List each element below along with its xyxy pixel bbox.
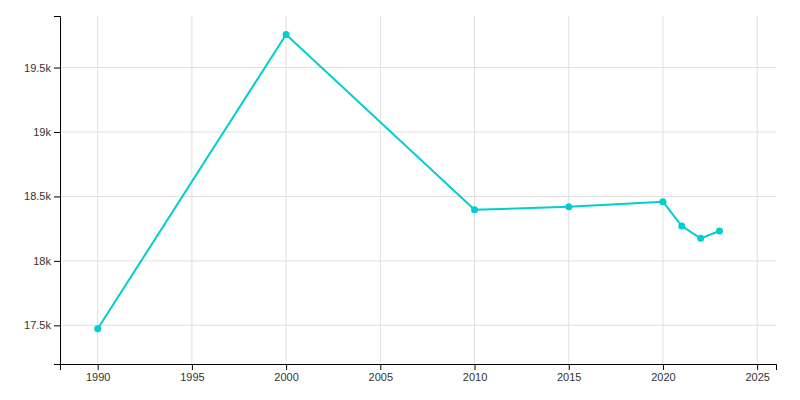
x-tick-mark xyxy=(663,364,664,370)
line xyxy=(98,34,720,328)
x-tick-label: 2015 xyxy=(557,371,581,383)
point xyxy=(697,235,704,242)
y-tick: 17.5k xyxy=(24,319,60,331)
grid-line xyxy=(60,132,776,133)
grid-line xyxy=(60,67,776,68)
grid-line xyxy=(380,16,381,364)
grid-line xyxy=(191,16,192,364)
grid-line xyxy=(474,16,475,364)
x-tick: 1990 xyxy=(86,364,110,383)
point xyxy=(716,227,723,234)
data-marks xyxy=(94,31,723,332)
y-tick-mark xyxy=(54,132,60,133)
x-tick: 2015 xyxy=(557,364,581,383)
x-tick-mark xyxy=(286,364,287,370)
point xyxy=(565,203,572,210)
x-tick-label: 2005 xyxy=(369,371,393,383)
x-tick: 2020 xyxy=(651,364,675,383)
x-tick-label: 2000 xyxy=(274,371,298,383)
grid-line xyxy=(60,325,776,326)
y-tick-mark xyxy=(54,261,60,262)
x-axis: 1990 1995 2000 2005 2010 2015 2020 2025 xyxy=(61,364,777,383)
grid-line xyxy=(60,260,776,261)
point xyxy=(283,31,290,38)
point xyxy=(659,198,666,205)
x-tick-label: 1995 xyxy=(180,371,204,383)
x-tick: 2025 xyxy=(745,364,769,383)
x-tick-mark xyxy=(98,364,99,370)
y-tick-mark xyxy=(54,196,60,197)
y-axis: 17.5k 18k 18.5k 19k 19.5k xyxy=(24,17,60,365)
y-tick-label: 17.5k xyxy=(24,319,51,331)
y-tick-mark xyxy=(54,325,60,326)
x-tick: 2010 xyxy=(463,364,487,383)
grid-line xyxy=(97,16,98,364)
x-tick-label: 2025 xyxy=(745,371,769,383)
grid-line xyxy=(60,196,776,197)
chart-svg: 1990 1995 2000 2005 2010 2015 2020 2025 17.5k 18k… xyxy=(0,0,800,400)
x-axis-line xyxy=(61,365,777,371)
x-tick-mark xyxy=(380,364,381,370)
x-tick-mark xyxy=(569,364,570,370)
grid-line xyxy=(662,16,663,364)
x-tick-label: 2010 xyxy=(463,371,487,383)
y-tick: 18k xyxy=(33,255,60,267)
y-tick: 18.5k xyxy=(24,190,60,202)
grid-line xyxy=(286,16,287,364)
x-tick-label: 2020 xyxy=(651,371,675,383)
y-tick: 19.5k xyxy=(24,62,60,74)
point xyxy=(471,206,478,213)
y-axis-line xyxy=(54,17,61,365)
y-tick-label: 18k xyxy=(33,255,51,267)
x-tick: 1995 xyxy=(180,364,204,383)
x-tick: 2005 xyxy=(369,364,393,383)
y-tick-mark xyxy=(54,68,60,69)
x-tick-mark xyxy=(475,364,476,370)
grid-line xyxy=(568,16,569,364)
y-tick: 19k xyxy=(33,126,60,138)
y-tick-label: 18.5k xyxy=(24,190,51,202)
chart-container: 1990 1995 2000 2005 2010 2015 2020 2025 17.5k 18k… xyxy=(0,0,800,400)
point xyxy=(678,223,685,230)
x-tick-label: 1990 xyxy=(86,371,110,383)
x-tick-mark xyxy=(192,364,193,370)
y-tick-label: 19.5k xyxy=(24,62,51,74)
x-tick: 2000 xyxy=(274,364,298,383)
point xyxy=(94,325,101,332)
x-tick-mark xyxy=(757,364,758,370)
grid-line xyxy=(757,16,758,364)
grid xyxy=(60,16,776,364)
plot-area: 1990 1995 2000 2005 2010 2015 2020 2025 17.5k 18k… xyxy=(24,16,776,383)
y-tick-label: 19k xyxy=(33,126,51,138)
